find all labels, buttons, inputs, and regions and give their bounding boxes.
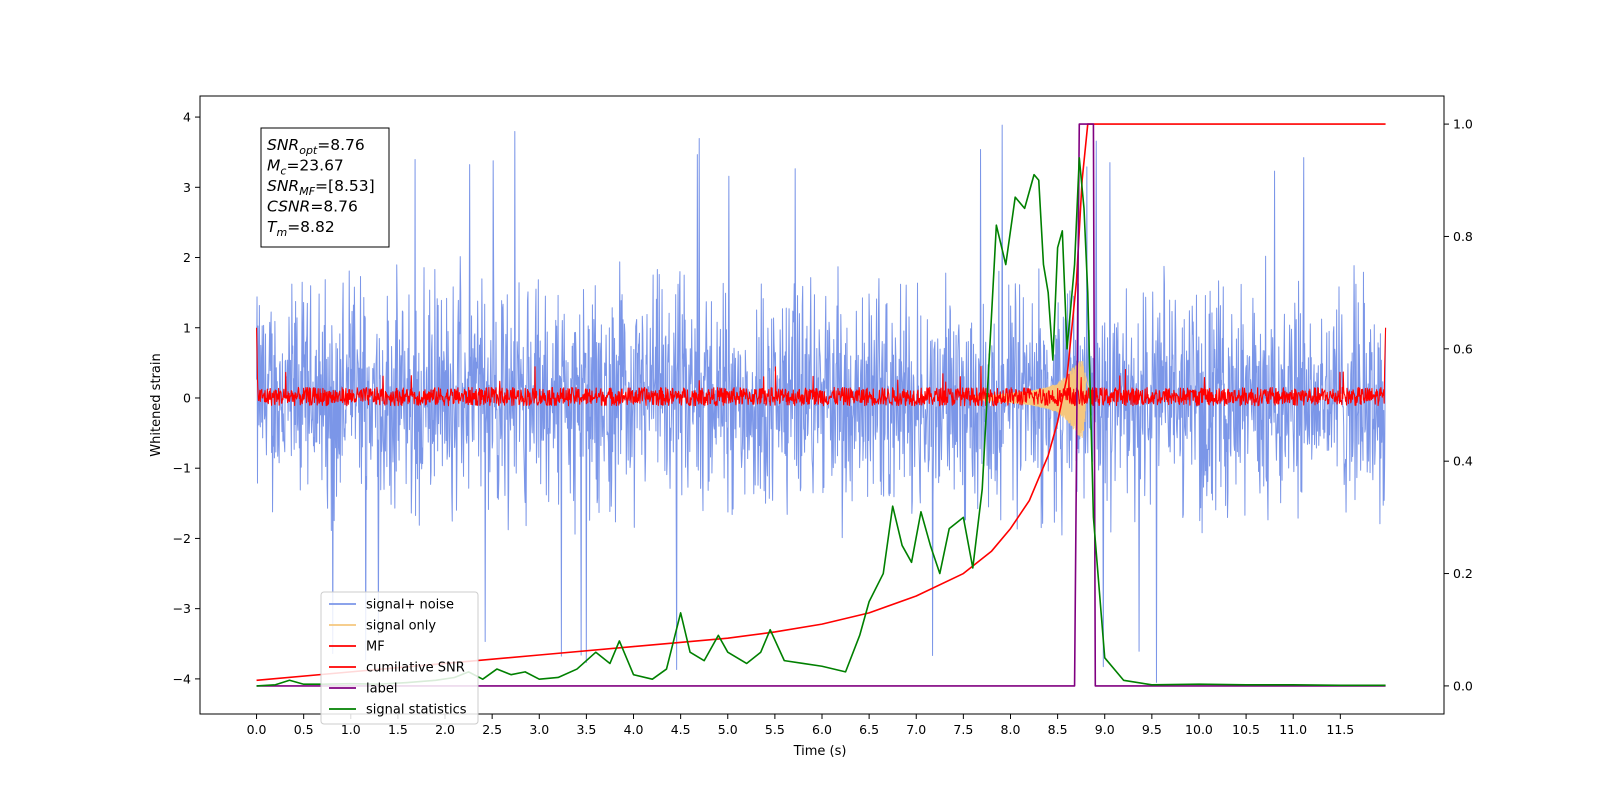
legend-label: label xyxy=(366,682,397,697)
x-tick-label: 9.5 xyxy=(1142,722,1162,737)
x-tick-label: 7.0 xyxy=(906,722,926,737)
y2-tick-label: 0.2 xyxy=(1453,566,1473,581)
series-line-0 xyxy=(256,124,1387,683)
y-tick-label: −4 xyxy=(173,671,191,686)
y-tick-label: 4 xyxy=(183,110,191,125)
annotation-subscript: MF xyxy=(299,185,315,198)
x-tick-label: 1.0 xyxy=(341,722,361,737)
x-tick-label: 6.0 xyxy=(812,722,832,737)
annotation-value: =8.82 xyxy=(287,218,335,236)
x-tick-label: 6.5 xyxy=(859,722,879,737)
legend-label: cumilative SNR xyxy=(366,661,465,676)
annotation-value: =[8.53] xyxy=(315,177,375,195)
x-tick-label: 0.0 xyxy=(247,722,267,737)
legend-frame xyxy=(320,591,479,725)
annotation-frame xyxy=(260,127,390,248)
x-tick-label: 11.5 xyxy=(1326,722,1354,737)
x-tick-label: 0.5 xyxy=(294,722,314,737)
y-tick-label: 0 xyxy=(183,390,191,405)
x-tick-label: 5.0 xyxy=(718,722,738,737)
series-line-5 xyxy=(256,157,1386,687)
y2-tick-label: 0.4 xyxy=(1453,454,1473,469)
y-axis-left: −4 −3 −2 −1 0 1 2 3 4 xyxy=(173,110,200,686)
x-tick-label: 7.5 xyxy=(953,722,973,737)
annotation-subscript: c xyxy=(280,165,286,178)
legend-label: signal only xyxy=(366,619,436,634)
annotation-subscript: m xyxy=(276,226,287,239)
y-tick-label: −1 xyxy=(173,461,191,476)
x-tick-label: 8.5 xyxy=(1048,722,1068,737)
x-tick-label: 3.0 xyxy=(529,722,549,737)
legend-label: MF xyxy=(366,640,385,655)
annotation-variable: M xyxy=(267,157,280,175)
annotation-value: =8.76 xyxy=(317,136,365,154)
y2-tick-label: 0.0 xyxy=(1453,678,1473,693)
metrics-annotation-box: SNRopt=8.76Mc=23.67SNRMF=[8.53]CSNR=8.76… xyxy=(260,127,390,248)
x-tick-label: 10.0 xyxy=(1185,722,1213,737)
x-tick-label: 2.5 xyxy=(482,722,502,737)
annotation-line: CSNR=8.76 xyxy=(267,198,358,216)
x-axis: 0.0 0.5 1.0 1.5 2.0 2.5 3.0 3.5 4.0 4.5 5.0 5.5 6.0 6… xyxy=(247,714,1354,737)
y-tick-label: 2 xyxy=(183,250,191,265)
annotation-line: SNRMF=[8.53] xyxy=(267,177,375,198)
x-axis-label: Time (s) xyxy=(793,744,847,759)
series-line-4 xyxy=(256,123,1386,687)
annotation-variable: SNR xyxy=(267,136,299,154)
y-tick-label: −2 xyxy=(173,531,191,546)
annotation-subscript: opt xyxy=(299,144,318,157)
series-line-2 xyxy=(256,327,1387,407)
x-tick-label: 4.0 xyxy=(624,722,644,737)
y2-tick-label: 0.6 xyxy=(1453,341,1473,356)
annotation-variable: CSNR xyxy=(267,198,310,216)
annotation-line: Tm=8.82 xyxy=(267,218,335,239)
legend: signal+ noise signal only MF cumilative SNR… xyxy=(320,591,479,725)
annotation-line: Mc=23.67 xyxy=(267,157,344,178)
legend-label: signal statistics xyxy=(366,703,467,718)
y-tick-label: 1 xyxy=(183,320,191,335)
y2-tick-label: 0.8 xyxy=(1453,229,1473,244)
annotation-value: =8.76 xyxy=(310,198,358,216)
x-tick-label: 4.5 xyxy=(671,722,691,737)
plot-area xyxy=(256,123,1387,687)
annotation-value: =23.67 xyxy=(286,157,343,175)
x-tick-label: 2.0 xyxy=(435,722,455,737)
legend-label: signal+ noise xyxy=(366,598,454,613)
x-tick-label: 8.0 xyxy=(1001,722,1021,737)
x-tick-label: 5.5 xyxy=(765,722,785,737)
y-tick-label: −3 xyxy=(173,601,191,616)
x-tick-label: 10.5 xyxy=(1232,722,1260,737)
y-axis-label: Whitened strain xyxy=(149,353,164,456)
y-tick-label: 3 xyxy=(183,180,191,195)
y-axis-right: 0.0 0.2 0.4 0.6 0.8 1.0 xyxy=(1444,117,1473,693)
x-tick-label: 3.5 xyxy=(576,722,596,737)
annotation-line: SNRopt=8.76 xyxy=(267,136,365,157)
x-tick-label: 11.0 xyxy=(1279,722,1307,737)
annotation-variable: SNR xyxy=(267,177,299,195)
x-tick-label: 1.5 xyxy=(388,722,408,737)
annotation-variable: T xyxy=(267,218,278,236)
y2-tick-label: 1.0 xyxy=(1453,117,1473,132)
x-tick-label: 9.0 xyxy=(1095,722,1115,737)
